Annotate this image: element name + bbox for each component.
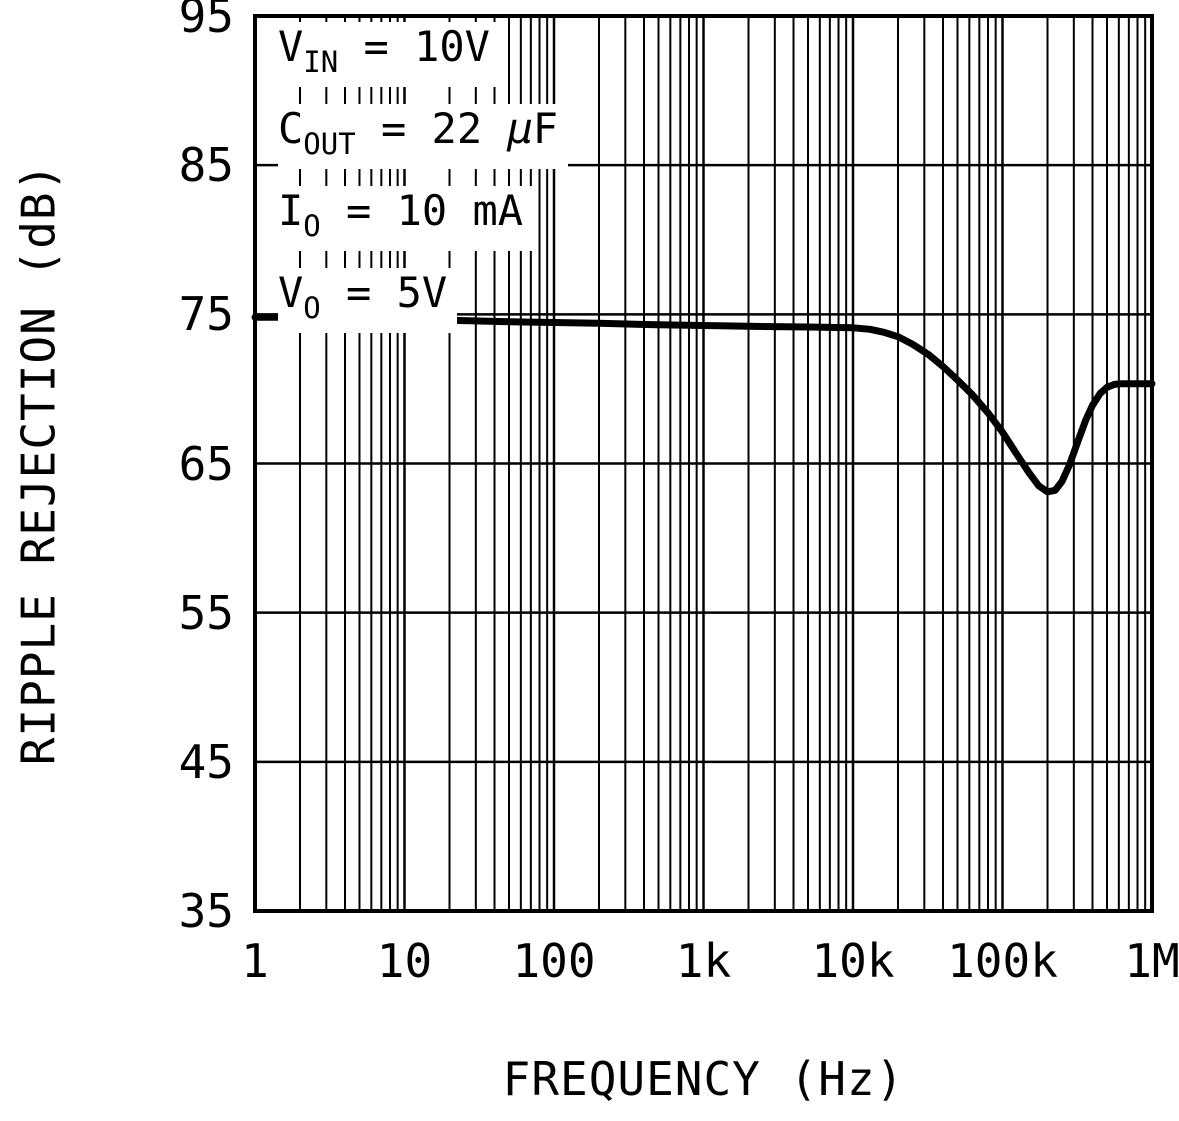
x-tick-label: 100k bbox=[947, 934, 1058, 988]
annotation-line: VIN = 10V bbox=[278, 22, 568, 87]
x-tick-label: 1 bbox=[241, 934, 269, 988]
annotation-text: VO = 5V bbox=[278, 268, 458, 333]
y-tick-label: 55 bbox=[178, 585, 234, 640]
annotation-segment: = 10V bbox=[338, 22, 490, 71]
annotation-line: VO = 5V bbox=[278, 268, 568, 333]
annotation-segment: = 10 mA bbox=[320, 186, 524, 235]
x-axis-title: FREQUENCY (Hz) bbox=[502, 1052, 905, 1106]
annotation-subscript: IN bbox=[303, 45, 339, 79]
y-tick-label: 65 bbox=[178, 436, 234, 491]
x-tick-label: 1k bbox=[675, 934, 732, 988]
annotation-subscript: O bbox=[303, 291, 321, 325]
annotation-segment: = 22 bbox=[355, 104, 508, 153]
annotation-line: COUT = 22 μF bbox=[278, 104, 568, 169]
axis-frame bbox=[253, 14, 1154, 913]
x-tick-label: 1M bbox=[1124, 934, 1179, 988]
annotation-segment: C bbox=[278, 104, 304, 153]
y-tick-label: 35 bbox=[178, 884, 234, 938]
annotation-subscript: O bbox=[303, 209, 321, 243]
annotation-segment: V bbox=[278, 268, 304, 317]
x-tick-label: 10k bbox=[811, 934, 895, 988]
annotation-segment: F bbox=[532, 104, 558, 153]
y-tick-label: 95 bbox=[178, 0, 234, 43]
y-tick-label: 75 bbox=[178, 287, 234, 342]
annotation-segment: μ bbox=[507, 104, 533, 153]
y-tick-label: 85 bbox=[178, 138, 234, 193]
conditions-annotation: VIN = 10V COUT = 22 μF IO = 10 mA VO = 5V bbox=[278, 22, 568, 350]
annotation-text: IO = 10 mA bbox=[278, 186, 534, 251]
annotation-text: VIN = 10V bbox=[278, 22, 500, 87]
annotation-text: COUT = 22 μF bbox=[278, 104, 568, 169]
annotation-segment: V bbox=[278, 22, 304, 71]
annotation-segment: = 5V bbox=[320, 268, 448, 317]
annotation-line: IO = 10 mA bbox=[278, 186, 568, 251]
x-tick-label: 10 bbox=[376, 934, 433, 988]
x-tick-label: 100 bbox=[512, 934, 596, 988]
annotation-segment: I bbox=[278, 186, 304, 235]
y-tick-label: 45 bbox=[178, 734, 234, 789]
annotation-subscript: OUT bbox=[303, 127, 356, 161]
